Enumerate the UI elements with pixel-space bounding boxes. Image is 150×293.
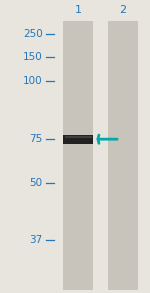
Text: 75: 75 [30, 134, 43, 144]
Bar [108, 21, 138, 290]
Text: 50: 50 [30, 178, 43, 188]
Text: 37: 37 [30, 235, 43, 245]
Text: 150: 150 [23, 52, 43, 62]
Text: 250: 250 [23, 29, 43, 39]
Text: 1: 1 [75, 5, 81, 15]
Text: 2: 2 [119, 5, 127, 15]
Bar [63, 135, 93, 144]
Bar [63, 21, 93, 290]
Bar [64, 136, 92, 138]
Text: 100: 100 [23, 76, 43, 86]
